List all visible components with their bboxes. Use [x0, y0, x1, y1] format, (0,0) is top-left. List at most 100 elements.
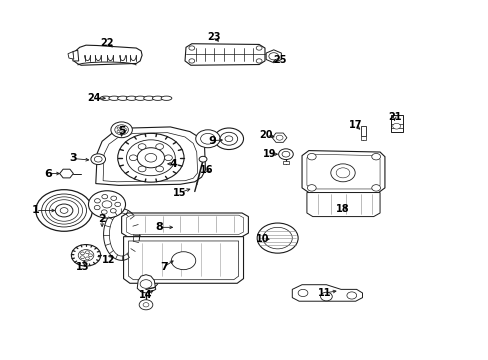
Polygon shape	[123, 237, 243, 283]
Text: 11: 11	[318, 288, 331, 298]
Ellipse shape	[126, 96, 137, 100]
Ellipse shape	[152, 96, 163, 100]
Text: 15: 15	[173, 188, 186, 198]
Text: 12: 12	[102, 255, 116, 265]
Circle shape	[268, 53, 278, 60]
Polygon shape	[292, 285, 362, 301]
Circle shape	[88, 191, 125, 218]
Polygon shape	[184, 44, 264, 65]
Circle shape	[330, 164, 354, 182]
Circle shape	[85, 257, 89, 260]
Bar	[282, 161, 289, 164]
Circle shape	[111, 122, 132, 138]
Circle shape	[307, 153, 316, 160]
Circle shape	[94, 156, 102, 162]
Circle shape	[78, 249, 94, 261]
Circle shape	[199, 156, 206, 162]
Circle shape	[220, 132, 237, 145]
Circle shape	[307, 185, 316, 191]
Polygon shape	[73, 50, 79, 61]
Circle shape	[36, 190, 92, 231]
Ellipse shape	[109, 96, 120, 100]
Polygon shape	[265, 50, 281, 63]
Circle shape	[121, 126, 124, 128]
Circle shape	[49, 200, 79, 221]
Circle shape	[101, 210, 107, 214]
Circle shape	[124, 129, 127, 131]
Polygon shape	[272, 133, 286, 142]
Ellipse shape	[135, 96, 145, 100]
Circle shape	[171, 252, 195, 270]
Circle shape	[138, 166, 146, 172]
Circle shape	[320, 292, 331, 301]
Text: 18: 18	[335, 204, 349, 215]
Circle shape	[195, 130, 220, 148]
Bar	[360, 136, 366, 140]
Ellipse shape	[143, 96, 154, 100]
Text: 14: 14	[139, 291, 152, 301]
Circle shape	[282, 151, 289, 157]
Circle shape	[45, 197, 82, 224]
Circle shape	[102, 201, 112, 208]
Circle shape	[110, 208, 116, 213]
Circle shape	[88, 254, 92, 257]
Polygon shape	[306, 193, 379, 217]
Text: 3: 3	[69, 153, 77, 163]
Circle shape	[156, 166, 163, 172]
Text: 5: 5	[118, 126, 125, 135]
Circle shape	[298, 289, 307, 297]
Circle shape	[94, 206, 100, 210]
Circle shape	[164, 155, 172, 161]
Circle shape	[117, 130, 120, 132]
Circle shape	[200, 134, 215, 144]
Polygon shape	[122, 213, 248, 237]
Circle shape	[137, 148, 164, 168]
Text: 25: 25	[272, 55, 286, 65]
Circle shape	[138, 144, 146, 149]
Circle shape	[126, 140, 175, 176]
Circle shape	[85, 251, 89, 254]
Text: 9: 9	[208, 136, 216, 145]
Text: 17: 17	[348, 121, 362, 130]
Circle shape	[140, 280, 152, 288]
Polygon shape	[68, 51, 74, 59]
Circle shape	[392, 123, 400, 129]
Circle shape	[129, 155, 137, 161]
Polygon shape	[96, 127, 205, 185]
Bar	[390, 116, 402, 132]
Text: 22: 22	[100, 38, 114, 48]
Circle shape	[371, 185, 380, 191]
Circle shape	[278, 149, 293, 159]
Circle shape	[143, 303, 149, 307]
Text: 20: 20	[259, 130, 273, 140]
Text: 2: 2	[98, 215, 106, 224]
Text: 24: 24	[87, 93, 101, 103]
Polygon shape	[126, 215, 243, 234]
Circle shape	[111, 196, 117, 201]
Circle shape	[118, 134, 183, 182]
Circle shape	[346, 292, 356, 299]
Circle shape	[276, 135, 283, 140]
Circle shape	[256, 59, 262, 63]
Circle shape	[145, 153, 157, 162]
Circle shape	[188, 59, 194, 63]
Text: 7: 7	[160, 262, 167, 272]
Circle shape	[335, 168, 349, 178]
Text: 8: 8	[155, 222, 163, 232]
Polygon shape	[306, 154, 379, 189]
Circle shape	[121, 131, 124, 134]
Text: 16: 16	[199, 165, 213, 175]
Polygon shape	[60, 169, 73, 178]
Text: 4: 4	[169, 159, 177, 169]
Circle shape	[81, 252, 84, 255]
Text: 21: 21	[387, 112, 401, 122]
Circle shape	[156, 144, 163, 149]
Circle shape	[81, 256, 84, 258]
Polygon shape	[128, 241, 238, 280]
Circle shape	[214, 128, 243, 149]
Circle shape	[94, 199, 100, 203]
Ellipse shape	[161, 96, 171, 100]
Circle shape	[117, 127, 120, 129]
Circle shape	[55, 204, 73, 217]
Circle shape	[91, 154, 105, 165]
